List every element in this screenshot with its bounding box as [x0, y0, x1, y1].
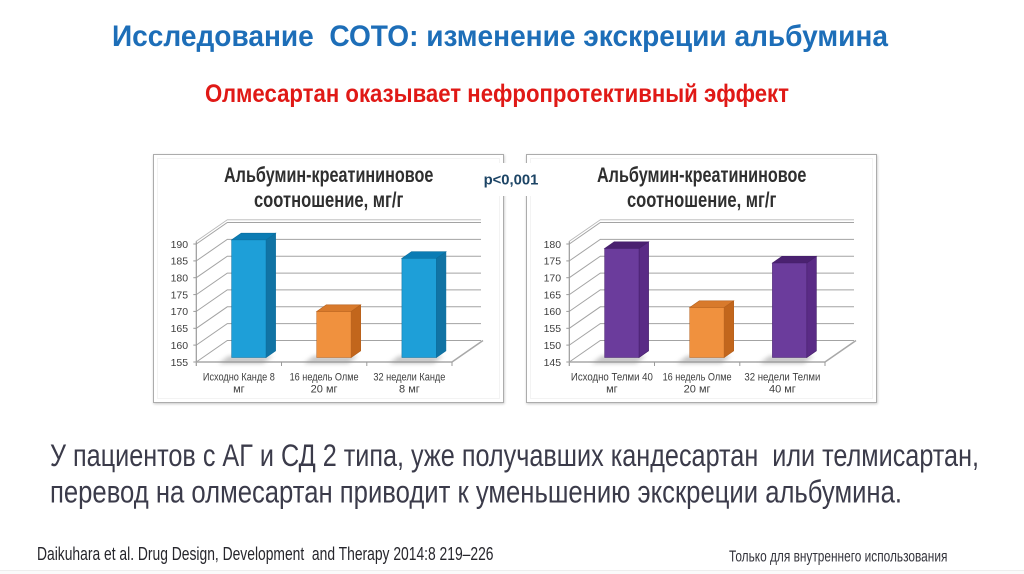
svg-text:180: 180 — [544, 239, 562, 251]
svg-text:20 мг: 20 мг — [311, 384, 338, 396]
svg-text:175: 175 — [171, 289, 189, 301]
svg-text:165: 165 — [171, 323, 189, 335]
svg-text:190: 190 — [171, 239, 189, 251]
svg-text:перевод на олмесартан приводит: перевод на олмесартан приводит к уменьше… — [50, 474, 902, 510]
svg-text:165: 165 — [544, 289, 562, 301]
svg-text:170: 170 — [544, 273, 562, 285]
svg-text:8 мг: 8 мг — [399, 384, 420, 396]
svg-text:20 мг: 20 мг — [684, 384, 711, 396]
svg-text:соотношение, мг/г: соотношение, мг/г — [627, 189, 777, 212]
svg-text:Исходно Канде 8: Исходно Канде 8 — [203, 372, 275, 384]
svg-text:160: 160 — [544, 306, 562, 318]
svg-text:32 недели Телми: 32 недели Телми — [744, 372, 820, 384]
svg-text:p<0,001: p<0,001 — [484, 172, 539, 189]
svg-text:Исходно Телми 40: Исходно Телми 40 — [571, 372, 653, 384]
svg-text:150: 150 — [544, 340, 562, 352]
svg-text:Исследование СОТО: изменение: Исследование СОТО: изменение экскреции а… — [112, 20, 889, 53]
svg-text:мг: мг — [606, 384, 618, 396]
svg-text:16 недель Олме: 16 недель Олме — [663, 372, 732, 384]
svg-text:155: 155 — [171, 357, 189, 369]
svg-text:32 недели Канде: 32 недели Канде — [373, 372, 445, 384]
svg-text:мг: мг — [233, 384, 245, 396]
svg-text:175: 175 — [544, 256, 562, 268]
svg-text:соотношение, мг/г: соотношение, мг/г — [254, 189, 404, 212]
svg-text:Олмесартан оказывает нефропрот: Олмесартан оказывает нефропротективный э… — [205, 80, 789, 108]
svg-text:185: 185 — [171, 256, 189, 268]
svg-text:Daikuhara et al. Drug Design,: Daikuhara et al. Drug Design, Developmen… — [37, 544, 494, 564]
svg-text:155: 155 — [544, 323, 562, 335]
svg-text:16 недель Олме: 16 недель Олме — [290, 372, 359, 384]
svg-text:40 мг: 40 мг — [769, 384, 796, 396]
svg-text:У пациентов с АГ и СД 2 типа,: У пациентов с АГ и СД 2 типа, уже получа… — [50, 437, 979, 473]
svg-text:170: 170 — [171, 306, 189, 318]
svg-text:Только для внутреннего использ: Только для внутреннего использования — [729, 549, 947, 566]
svg-text:180: 180 — [171, 273, 189, 285]
svg-text:145: 145 — [544, 357, 562, 369]
svg-text:Альбумин-креатининовое: Альбумин-креатининовое — [597, 164, 806, 187]
svg-text:160: 160 — [171, 340, 189, 352]
svg-text:Альбумин-креатининовое: Альбумин-креатининовое — [224, 164, 433, 187]
